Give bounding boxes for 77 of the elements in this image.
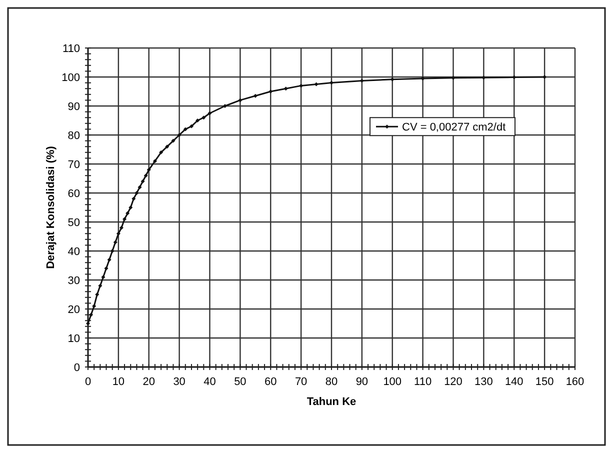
- point: [202, 116, 206, 120]
- point: [134, 191, 139, 195]
- point: [284, 86, 288, 91]
- point: [138, 185, 142, 190]
- y-tick-label: 100: [62, 72, 80, 84]
- point: [222, 104, 227, 108]
- point: [122, 217, 127, 222]
- point: [110, 249, 114, 253]
- y-tick-label: 70: [68, 159, 80, 171]
- point: [208, 111, 212, 116]
- x-tick-label: 140: [504, 376, 524, 388]
- x-tick-label: 50: [234, 376, 246, 388]
- x-tick-label: 80: [325, 376, 338, 388]
- x-tick-label: 120: [444, 376, 462, 388]
- y-tick-label: 110: [62, 43, 80, 55]
- x-tick-label: 130: [474, 376, 493, 388]
- x-tick-label: 100: [383, 376, 402, 388]
- point: [238, 98, 242, 102]
- point: [104, 266, 108, 270]
- point: [196, 118, 200, 122]
- point: [116, 232, 120, 236]
- x-tick-label: 20: [142, 376, 155, 388]
- point: [92, 304, 96, 308]
- point: [390, 77, 394, 82]
- point: [101, 275, 106, 280]
- y-tick-label: 90: [68, 101, 80, 113]
- point: [420, 76, 425, 80]
- point: [113, 240, 118, 244]
- y-tick-label: 10: [68, 333, 80, 345]
- legend-label: CV = 0,00277 cm2/dt: [402, 122, 506, 134]
- point: [482, 76, 486, 80]
- x-tick-label: 150: [535, 376, 554, 388]
- point: [89, 312, 94, 317]
- point: [128, 206, 133, 210]
- y-tick-label: 30: [68, 275, 80, 287]
- point: [95, 292, 100, 296]
- y-tick-label: 50: [68, 217, 80, 229]
- x-tick-label: 60: [264, 376, 277, 388]
- y-axis-title: Derajat Konsolidasi (%): [45, 146, 57, 269]
- point: [98, 284, 102, 288]
- point: [299, 84, 304, 88]
- y-tick-label: 20: [68, 304, 80, 316]
- point: [314, 82, 318, 86]
- x-tick-label: 70: [294, 376, 308, 388]
- y-tick-label: 80: [68, 130, 80, 142]
- x-tick-label: 30: [173, 376, 186, 388]
- point: [451, 76, 456, 80]
- y-tick-label: 0: [74, 362, 80, 374]
- x-tick-label: 90: [356, 376, 368, 388]
- point: [119, 226, 124, 230]
- point: [177, 133, 182, 137]
- point: [189, 124, 194, 128]
- point: [132, 196, 136, 201]
- point: [86, 322, 90, 326]
- point: [126, 211, 130, 216]
- point: [253, 94, 258, 98]
- point: [140, 179, 145, 184]
- point: [146, 168, 151, 172]
- point: [171, 138, 176, 143]
- x-tick-label: 10: [112, 376, 125, 388]
- point: [268, 90, 273, 94]
- x-tick-label: 0: [84, 376, 92, 388]
- point: [107, 258, 112, 262]
- point: [330, 80, 334, 85]
- x-tick-label: 40: [204, 376, 216, 388]
- point: [152, 159, 157, 164]
- point: [165, 144, 170, 149]
- point: [159, 150, 164, 154]
- point: [360, 78, 364, 83]
- point: [542, 75, 547, 79]
- x-tick-label: 160: [566, 376, 584, 388]
- y-tick-label: 40: [68, 246, 80, 258]
- x-tick-label: 110: [414, 376, 432, 388]
- point: [183, 127, 188, 132]
- y-tick-label: 60: [68, 188, 80, 200]
- x-axis-title: Tahun Ke: [306, 396, 356, 408]
- point: [144, 174, 148, 178]
